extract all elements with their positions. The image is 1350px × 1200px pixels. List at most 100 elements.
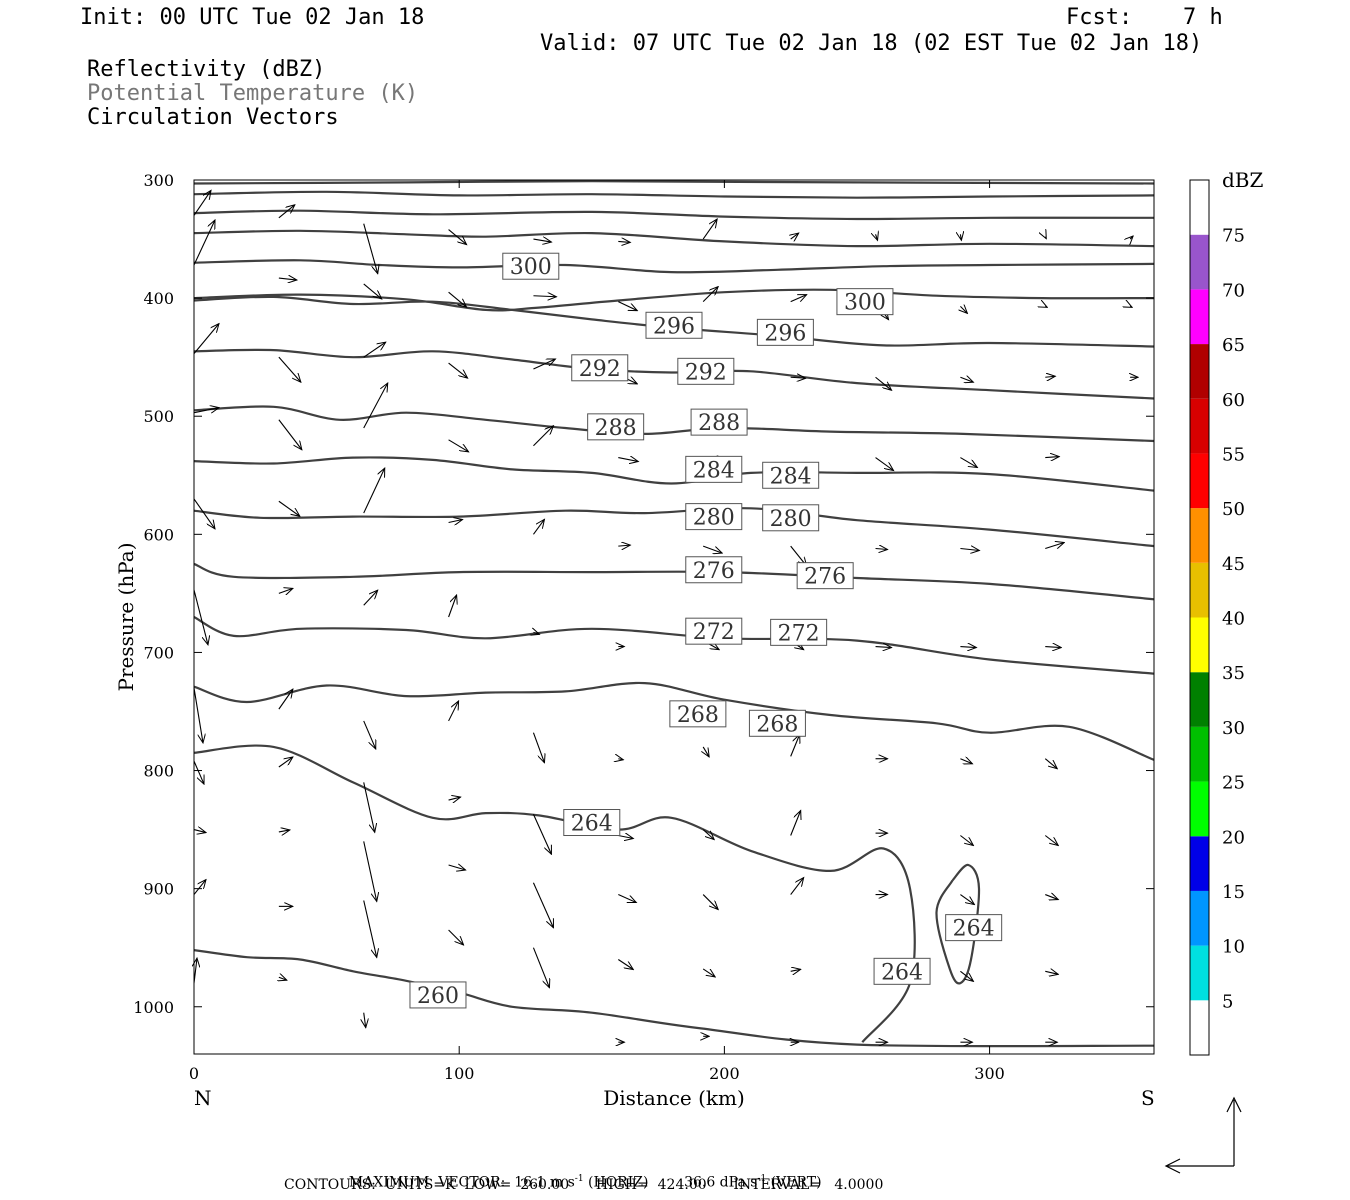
x-tick-label: 300 (974, 1064, 1005, 1083)
circulation-vector (618, 959, 633, 970)
circulation-vector (533, 296, 556, 297)
y-tick-label: 600 (143, 525, 174, 544)
colorbar-segment (1190, 836, 1209, 891)
max-vert-tag: (VERT) (770, 1174, 822, 1191)
max-horiz-value: 16.1 m s (514, 1174, 575, 1191)
y-tick-label: 900 (143, 880, 174, 899)
circulation-vector (618, 836, 633, 839)
circulation-vector (448, 701, 459, 722)
circulation-vector (533, 359, 555, 370)
circulation-vector (278, 356, 301, 382)
circulation-vector (193, 498, 215, 529)
circulation-vector (790, 878, 804, 895)
contour-label: 300 (844, 291, 886, 316)
circulation-vector (1045, 376, 1055, 377)
contour-label: 272 (778, 621, 820, 646)
circulation-vector (1045, 237, 1046, 239)
contour-label: 264 (881, 960, 923, 985)
colorbar-segment (1190, 453, 1209, 509)
colorbar-label: 5 (1222, 991, 1233, 1012)
circulation-vector (702, 545, 722, 553)
circulation-vector (363, 720, 376, 749)
colorbar-segment (1190, 945, 1209, 1001)
circulation-vector (448, 362, 468, 378)
colorbar-segment (1190, 617, 1209, 673)
colorbar-segment (1190, 289, 1209, 345)
circulation-vector (960, 234, 961, 240)
circulation-vector (363, 782, 375, 832)
contour-label: 264 (953, 917, 995, 942)
contour-label-box (685, 455, 743, 483)
contour-label: 284 (693, 458, 735, 483)
isentrope-276 (193, 562, 1155, 601)
isentrope-280 (193, 507, 1155, 548)
south-end-label: S (1141, 1086, 1155, 1110)
circulation-vector (703, 746, 709, 757)
circulation-vector (1130, 236, 1133, 239)
circulation-vector (618, 241, 630, 242)
contour-label: 284 (770, 464, 812, 489)
circulation-vector (278, 278, 297, 280)
colorbar-segment (1190, 890, 1209, 946)
circulation-vector (278, 419, 302, 450)
contour-label: 292 (685, 360, 727, 385)
circulation-vector (193, 589, 208, 645)
circulation-vector (279, 977, 287, 980)
colorbar-label: 75 (1222, 226, 1245, 247)
circulation-vector (1045, 306, 1047, 307)
circulation-vector (448, 865, 466, 870)
contour-label-box (690, 408, 748, 436)
circulation-vector (875, 548, 888, 549)
reference-vector-icon (1164, 1096, 1242, 1174)
contour-label-box (563, 809, 621, 837)
circulation-vector (193, 190, 211, 216)
circulation-vector (533, 519, 544, 535)
colorbar-frame (1189, 179, 1210, 1056)
isentrope-304 (193, 190, 1155, 199)
contour-label-box (502, 252, 560, 280)
colorbar-label: 20 (1222, 827, 1245, 848)
max-vector-label: MAXIMUM VECTOR: (348, 1174, 506, 1191)
circulation-vector (791, 233, 799, 239)
circulation-vector (278, 588, 293, 593)
circulation-vector (960, 894, 974, 905)
circulation-vector (618, 759, 623, 760)
circulation-vector (960, 457, 977, 468)
circulation-vector (193, 220, 215, 266)
y-axis-label: Pressure (hPa) (114, 543, 138, 692)
circulation-vector (363, 468, 385, 514)
circulation-vector (702, 287, 718, 303)
circulation-vector (960, 377, 973, 382)
isentrope-260 (193, 949, 1155, 1048)
circulation-vector (875, 457, 894, 471)
contour-label: 292 (579, 357, 621, 382)
circulation-vector (618, 301, 637, 311)
colorbar-segment (1190, 672, 1209, 727)
circulation-vector (618, 545, 630, 546)
circulation-vector (193, 830, 206, 833)
contour-labels: 300 300 296 296 292 292 288 288 284 284 280 280 276 2… (409, 252, 1003, 1009)
isentrope-268 (193, 681, 1155, 761)
contour-label: 300 (510, 255, 552, 280)
circulation-vector (1045, 542, 1064, 548)
max-vector-line: MAXIMUM VECTOR: 16.1 m s-1 (HORIZ) 36.6 … (340, 1158, 822, 1191)
contour-label-box (762, 461, 820, 489)
y-tick-label: 300 (143, 171, 174, 190)
isentrope-304 (193, 209, 1155, 221)
max-horiz-tag: (HORIZ) (588, 1174, 649, 1191)
circulation-vector (618, 894, 636, 904)
contour-label: 280 (693, 506, 735, 531)
contour-label-box (571, 354, 629, 382)
contour-label: 296 (764, 321, 806, 346)
contour-label-box (587, 413, 645, 441)
field-potential-temperature: Potential Temperature (K) (87, 81, 419, 106)
circulation-vector (448, 520, 463, 523)
circulation-vector (702, 829, 714, 840)
contour-label-box (685, 503, 743, 531)
circulation-vector (1044, 835, 1058, 846)
circulation-vector (193, 760, 204, 784)
circulation-vector (448, 797, 461, 800)
colorbar-label: 30 (1222, 718, 1245, 739)
x-tick-label: 0 (189, 1064, 199, 1083)
circulation-vector (702, 968, 715, 977)
